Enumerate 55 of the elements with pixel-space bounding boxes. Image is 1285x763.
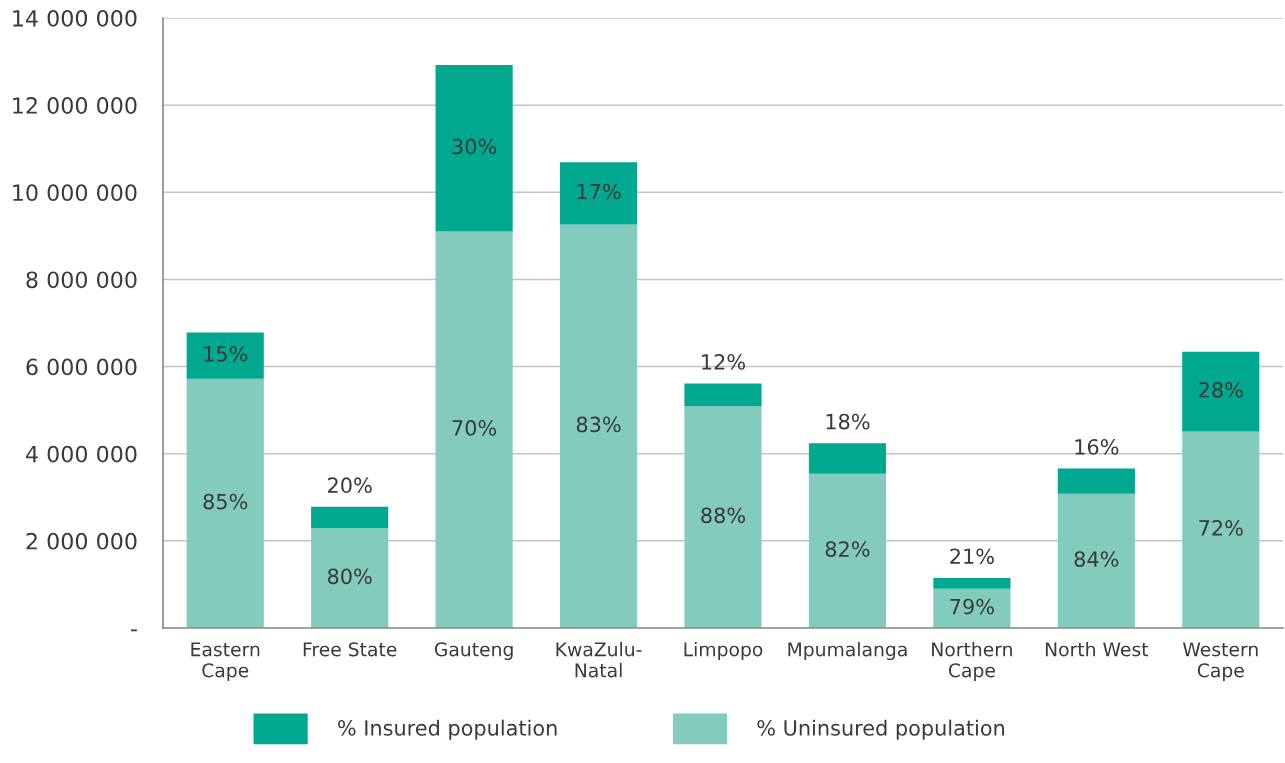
bar: [1057, 493, 1135, 628]
y-tick-label: 4 000 000: [25, 445, 137, 463]
annotation: 79%: [950, 598, 994, 615]
annotation: 12%: [702, 354, 745, 370]
y-tick-label: 14 000 000: [13, 9, 137, 27]
x-tick-label: Gauteng: [434, 642, 513, 661]
y-tick-label: 10 000 000: [13, 184, 137, 202]
bar: [311, 528, 389, 628]
annotation: 82%: [825, 541, 870, 557]
y-tick-label: 6 000 000: [26, 358, 137, 376]
annotation: 80%: [327, 568, 372, 585]
annotation: 21%: [950, 548, 994, 565]
x-tick-label: Northern Cape: [932, 641, 1012, 682]
bar: [808, 443, 887, 474]
y-tick-label: -: [131, 629, 137, 632]
annotation: 83%: [576, 416, 621, 433]
annotation: 72%: [1199, 520, 1243, 536]
annotation: 15%: [204, 345, 248, 362]
x-tick-label: Eastern Cape: [191, 642, 260, 682]
bar: [684, 406, 762, 628]
bar: [933, 588, 1011, 628]
bar: [311, 506, 389, 529]
bar: [186, 378, 264, 628]
y-tick-label: 8 000 000: [26, 271, 137, 289]
annotation: 30%: [452, 138, 497, 155]
bar: [933, 577, 1011, 589]
x-tick-label: Free State: [303, 642, 397, 657]
bar: [559, 162, 638, 225]
x-tick-label: Mpumalanga: [788, 641, 907, 661]
bar: [684, 383, 762, 407]
legend-label: % Uninsured population: [757, 719, 1004, 740]
bar: [808, 473, 887, 628]
bar: [186, 332, 264, 379]
bar: [1182, 351, 1260, 432]
bar: [1182, 431, 1260, 628]
annotation: 16%: [1075, 439, 1119, 455]
annotation: 18%: [826, 413, 870, 430]
x-tick-label: KwaZulu- Natal: [556, 641, 642, 678]
x-tick-label: North West: [1045, 641, 1149, 657]
x-tick-label: Western Cape: [1182, 642, 1258, 682]
x-tick-label: Limpopo: [684, 641, 763, 661]
bar: [1057, 468, 1135, 494]
bar: [559, 224, 638, 628]
annotation: 28%: [1199, 381, 1243, 398]
annotation: 84%: [1074, 551, 1119, 567]
bar: [435, 65, 513, 232]
bar: [435, 231, 513, 628]
annotation: 88%: [701, 507, 745, 524]
y-tick-label: 2 000 000: [26, 532, 137, 550]
annotation: 17%: [577, 183, 621, 200]
annotation: 70%: [452, 420, 497, 436]
legend-label: % Insured population: [338, 719, 557, 740]
y-tick-label: 12 000 000: [13, 97, 137, 114]
annotation: 20%: [328, 477, 372, 494]
annotation: 85%: [203, 493, 248, 510]
